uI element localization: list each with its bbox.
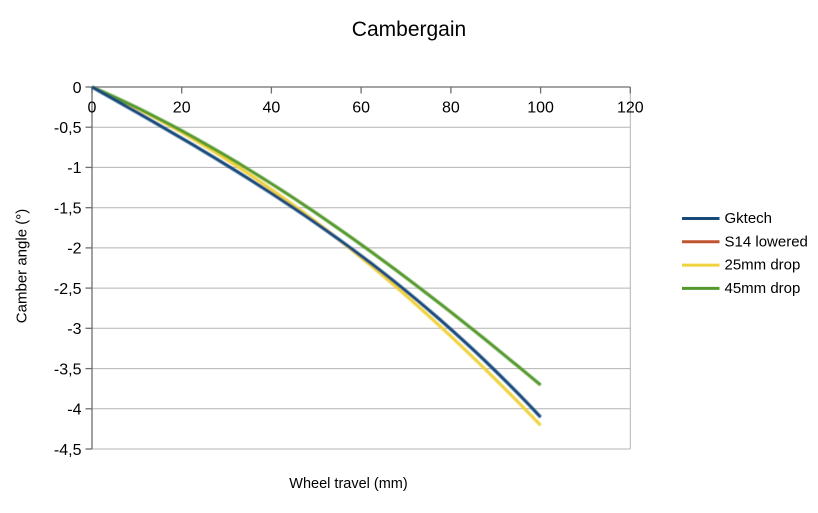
svg-text:20: 20 (173, 100, 191, 117)
svg-text:45mm drop: 45mm drop (725, 280, 801, 297)
svg-text:25mm drop: 25mm drop (725, 257, 801, 274)
svg-text:-2: -2 (67, 241, 81, 258)
svg-text:Cambergain: Cambergain (352, 18, 466, 41)
svg-text:40: 40 (263, 100, 281, 117)
svg-text:-3: -3 (67, 321, 81, 338)
svg-text:Camber angle (°): Camber angle (°) (14, 209, 31, 323)
svg-text:-0,5: -0,5 (54, 120, 82, 137)
svg-text:0: 0 (73, 80, 82, 97)
svg-text:120: 120 (617, 100, 644, 117)
svg-text:Gktech: Gktech (725, 210, 773, 227)
svg-text:-4: -4 (67, 402, 81, 419)
svg-text:-4,5: -4,5 (54, 442, 82, 459)
svg-text:100: 100 (527, 100, 554, 117)
svg-text:-1: -1 (67, 160, 81, 177)
svg-text:S14 lowered: S14 lowered (725, 233, 808, 250)
svg-text:-3,5: -3,5 (54, 361, 82, 378)
svg-text:Wheel travel (mm): Wheel travel (mm) (289, 476, 407, 492)
svg-text:-2,5: -2,5 (54, 281, 82, 298)
svg-text:60: 60 (352, 100, 370, 117)
svg-text:-1,5: -1,5 (54, 201, 82, 218)
svg-text:80: 80 (442, 100, 460, 117)
svg-text:0: 0 (88, 100, 97, 117)
